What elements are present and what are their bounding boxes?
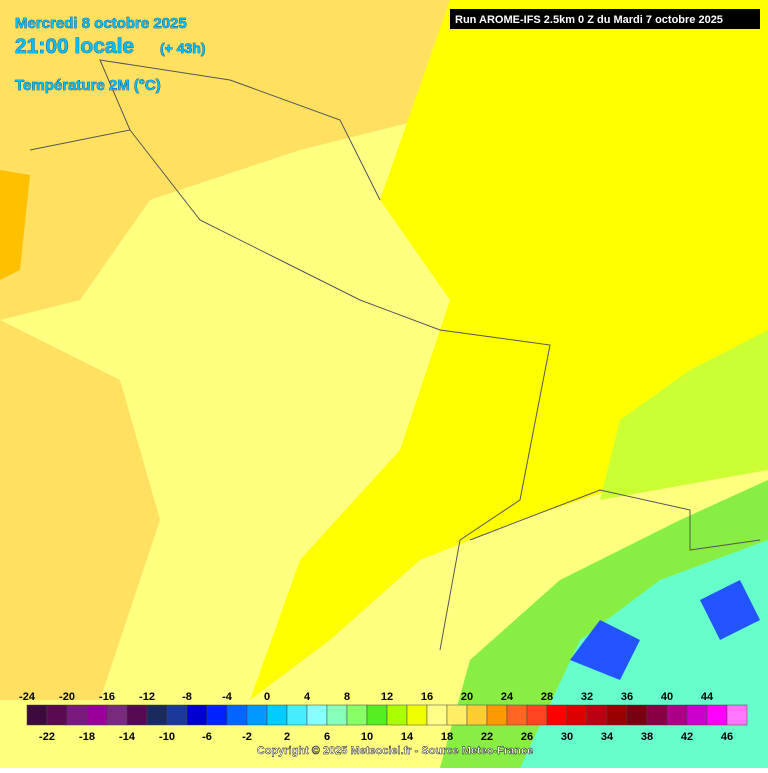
legend-label: 4 — [304, 691, 311, 703]
legend-swatch — [466, 704, 488, 726]
legend-label: 6 — [324, 731, 330, 743]
legend-label: -6 — [202, 731, 212, 743]
legend-label: 30 — [561, 731, 573, 743]
legend-label: -18 — [79, 731, 95, 743]
legend-label: -4 — [222, 691, 233, 703]
legend-label: 12 — [381, 691, 393, 703]
legend-label: 10 — [361, 731, 373, 743]
legend-label: 22 — [481, 731, 493, 743]
legend-swatch — [146, 704, 168, 726]
date: Mercredi 8 octobre 2025 — [15, 15, 187, 32]
legend-swatch — [366, 704, 388, 726]
legend-label: 18 — [441, 731, 453, 743]
legend-swatch — [446, 704, 468, 726]
legend-label: 26 — [521, 731, 533, 743]
legend-label: 2 — [284, 731, 290, 743]
legend-label: 16 — [421, 691, 433, 703]
legend-label: -20 — [59, 691, 75, 703]
legend: -24-22-20-18-16-14-12-10-8-6-4-202468101… — [19, 691, 748, 743]
legend-swatch — [546, 704, 568, 726]
legend-swatch — [686, 704, 708, 726]
legend-swatch — [126, 704, 148, 726]
legend-swatch — [386, 704, 408, 726]
legend-swatch — [646, 704, 668, 726]
legend-label: 40 — [661, 691, 673, 703]
legend-swatch — [86, 704, 108, 726]
cold-peak — [570, 580, 760, 680]
legend-swatch — [306, 704, 328, 726]
copyright: Copyright © 2025 Meteociel.fr - Source M… — [257, 745, 533, 757]
legend-swatch — [326, 704, 348, 726]
cool-zone — [600, 330, 768, 500]
legend-swatch — [246, 704, 268, 726]
legend-label: -8 — [182, 691, 192, 703]
warm-zone — [0, 0, 450, 320]
legend-label: 46 — [721, 731, 733, 743]
legend-swatch — [226, 704, 248, 726]
legend-swatch — [606, 704, 628, 726]
mild-zone — [250, 0, 768, 700]
legend-label: -22 — [39, 731, 55, 743]
legend-swatch — [286, 704, 308, 726]
legend-swatch — [486, 704, 508, 726]
legend-swatch — [626, 704, 648, 726]
legend-label: 20 — [461, 691, 473, 703]
legend-swatch — [566, 704, 588, 726]
legend-swatch — [726, 704, 748, 726]
legend-label: -2 — [242, 731, 252, 743]
legend-swatch — [506, 704, 528, 726]
parameter: Température 2M (°C) — [15, 77, 161, 94]
warm-spot — [0, 170, 30, 280]
legend-swatch — [346, 704, 368, 726]
run-info: Run AROME-IFS 2.5km 0 Z du Mardi 7 octob… — [455, 14, 723, 26]
legend-label: 32 — [581, 691, 593, 703]
legend-label: 8 — [344, 691, 350, 703]
legend-swatch — [426, 704, 448, 726]
warm-zone — [0, 320, 160, 700]
legend-swatch — [166, 704, 188, 726]
legend-swatch — [586, 704, 608, 726]
legend-label: -24 — [19, 691, 36, 703]
legend-label: 14 — [401, 731, 414, 743]
legend-swatch — [666, 704, 688, 726]
border — [29, 59, 551, 651]
legend-label: 0 — [264, 691, 270, 703]
legend-label: 44 — [701, 691, 714, 703]
legend-swatch — [26, 704, 48, 726]
legend-swatch — [406, 704, 428, 726]
legend-label: -10 — [159, 731, 175, 743]
legend-swatch — [526, 704, 548, 726]
legend-swatch — [186, 704, 208, 726]
legend-swatch — [206, 704, 228, 726]
legend-swatch — [66, 704, 88, 726]
legend-swatch — [266, 704, 288, 726]
legend-swatch — [706, 704, 728, 726]
legend-label: 36 — [621, 691, 633, 703]
legend-swatch — [106, 704, 128, 726]
legend-label: -16 — [99, 691, 115, 703]
legend-label: 24 — [501, 691, 514, 703]
legend-label: -12 — [139, 691, 155, 703]
legend-label: 28 — [541, 691, 553, 703]
time: 21:00 locale — [15, 35, 134, 58]
legend-label: -14 — [119, 731, 136, 743]
border — [469, 489, 761, 551]
legend-swatch — [46, 704, 68, 726]
legend-label: 34 — [601, 731, 614, 743]
legend-label: 42 — [681, 731, 693, 743]
run-banner — [450, 9, 760, 29]
offset: (+ 43h) — [160, 40, 206, 56]
legend-label: 38 — [641, 731, 653, 743]
